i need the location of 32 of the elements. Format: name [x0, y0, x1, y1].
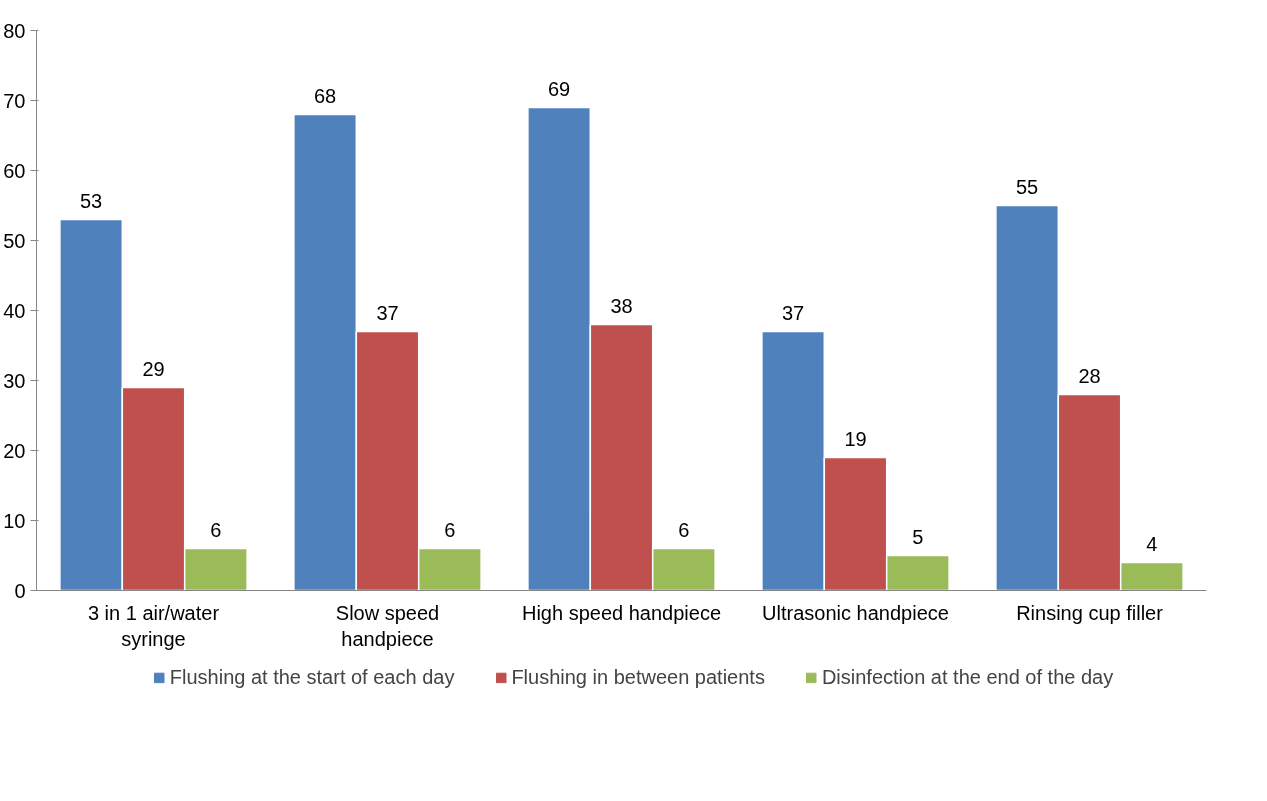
y-tick-label: 50	[3, 229, 26, 252]
data-label: 6	[678, 518, 690, 541]
data-label: 19	[844, 427, 867, 450]
y-tick-label: 0	[14, 579, 26, 602]
x-tick-label: 3 in 1 air/water syringe	[87, 601, 220, 650]
y-tick-label: 20	[3, 439, 26, 462]
data-label: 6	[444, 518, 456, 541]
x-tick-label: Rinsing cup filler	[1016, 601, 1164, 624]
data-label: 37	[376, 301, 399, 324]
data-label: 4	[1146, 532, 1158, 555]
data-label: 5	[912, 525, 924, 548]
data-label: 28	[1078, 364, 1101, 387]
data-label: 37	[781, 301, 805, 324]
legend-label: Disinfection at the end of the day	[821, 665, 1114, 689]
y-tick-label: 60	[3, 159, 26, 182]
data-label: 55	[1015, 175, 1039, 198]
data-label: 38	[610, 294, 633, 317]
data-label: 6	[210, 518, 222, 541]
y-tick-label: 40	[3, 299, 26, 322]
legend-label: Flushing in between patients	[511, 665, 765, 689]
y-tick-label: 30	[3, 369, 26, 392]
data-label: 68	[313, 84, 337, 107]
x-tick-label: Slow speed handpiece	[335, 601, 440, 650]
x-tick-label: High speed handpiece	[521, 601, 722, 624]
y-tick-label: 70	[3, 89, 26, 112]
y-tick-label: 10	[3, 509, 26, 532]
x-tick-label: Ultrasonic handpiece	[762, 601, 949, 624]
legend-label: Flushing at the start of each day	[169, 665, 455, 689]
data-label: 29	[142, 357, 165, 380]
y-tick-label: 80	[3, 19, 26, 42]
data-label: 53	[79, 189, 103, 212]
data-label: 69	[547, 77, 571, 100]
